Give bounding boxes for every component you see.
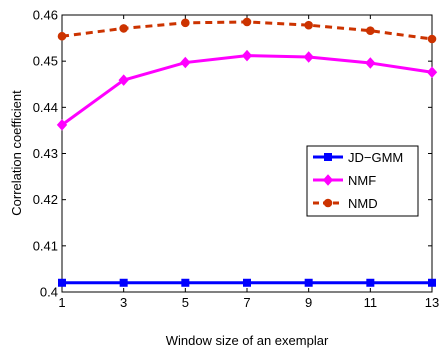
data-point <box>242 17 252 27</box>
y-tick-label: 0.4 <box>40 285 58 300</box>
x-tick-label: 13 <box>425 295 439 310</box>
x-tick-label: 7 <box>243 295 250 310</box>
data-point <box>119 278 128 287</box>
data-point <box>426 66 438 78</box>
data-point <box>181 18 190 28</box>
data-point <box>365 57 376 69</box>
legend: JD−GMM NMF NMD <box>306 145 419 217</box>
data-point <box>181 278 190 287</box>
y-axis-title: Correlation coefficient <box>9 90 24 216</box>
x-tick-label: 5 <box>182 295 189 310</box>
data-point <box>303 51 314 63</box>
data-point <box>180 56 191 69</box>
y-tick-label: 0.41 <box>33 238 58 253</box>
x-tick-label: 1 <box>58 295 65 310</box>
legend-marker <box>324 153 332 161</box>
legend-marker <box>323 198 333 208</box>
x-axis-title: Window size of an exemplar <box>166 333 329 348</box>
x-tick-label: 11 <box>364 295 378 310</box>
data-point <box>118 74 129 86</box>
data-point <box>58 278 66 287</box>
data-point <box>304 278 313 287</box>
data-point <box>241 49 253 62</box>
y-tick-label: 0.45 <box>33 54 58 69</box>
x-tick-label: 9 <box>305 295 312 310</box>
axis-ticks: 1 3 5 7 9 11 130.40.410.420.430.440.450.46 <box>33 8 440 311</box>
legend-label: NMD <box>348 196 378 211</box>
data-point <box>366 26 375 35</box>
data-point <box>304 20 313 30</box>
y-tick-label: 0.46 <box>33 8 58 23</box>
data-point <box>427 34 437 44</box>
data-point <box>243 278 251 287</box>
x-tick-label: 3 <box>120 295 127 310</box>
y-tick-label: 0.42 <box>33 192 58 207</box>
series-3 <box>57 17 437 44</box>
y-tick-label: 0.43 <box>33 146 58 161</box>
data-point <box>366 278 375 287</box>
legend-marker <box>322 174 334 186</box>
legend-label: JD−GMM <box>348 150 403 165</box>
data-point <box>57 31 67 41</box>
y-tick-label: 0.44 <box>33 100 58 115</box>
data-point <box>119 24 128 33</box>
data-point <box>56 119 68 131</box>
series-layer <box>56 17 438 287</box>
series-1 <box>58 278 436 287</box>
series-2 <box>56 49 438 131</box>
data-point <box>428 278 436 287</box>
legend-label: NMF <box>348 173 376 188</box>
